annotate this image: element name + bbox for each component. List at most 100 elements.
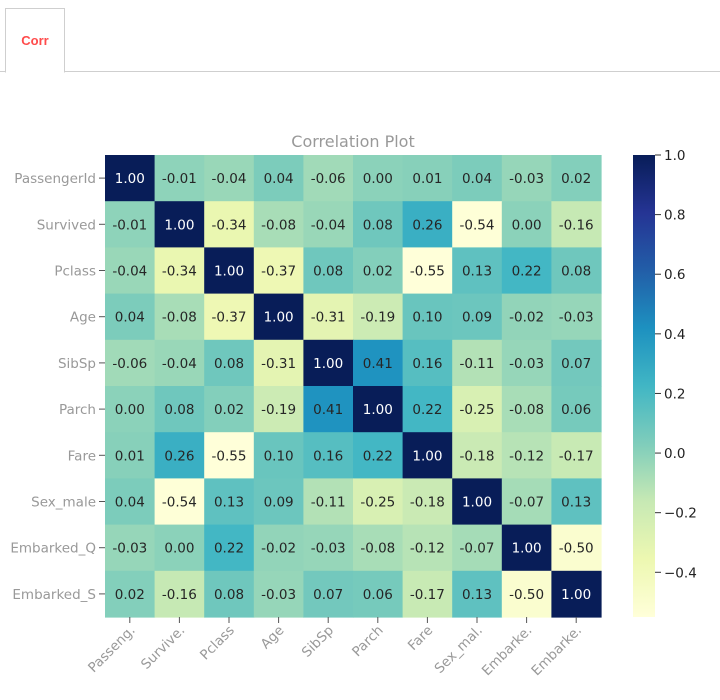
heatmap-cell — [353, 339, 404, 387]
heatmap-cell — [551, 524, 602, 572]
heatmap-cell — [253, 201, 304, 248]
cell-value-label: 0.08 — [164, 402, 194, 418]
heatmap-cell — [501, 339, 552, 387]
cell-value-label: -0.34 — [212, 217, 247, 233]
cell-value-label: -0.06 — [112, 356, 147, 372]
column-label: Passeng. — [85, 623, 138, 676]
cell-value-label: 0.04 — [115, 495, 145, 511]
heatmap-cell — [551, 201, 602, 248]
cell-value-label: -0.06 — [311, 171, 346, 187]
heatmap-cell — [452, 478, 503, 526]
heatmap-cell — [303, 524, 354, 572]
heatmap-cell — [154, 432, 205, 479]
heatmap-cell — [353, 293, 404, 341]
cell-value-label: 1.00 — [115, 171, 145, 187]
cell-value-label: -0.07 — [460, 541, 495, 557]
heatmap-cell — [253, 570, 304, 618]
heatmap-cell — [402, 432, 453, 479]
colorbar-tick-label: 0.6 — [664, 267, 685, 283]
cell-value-label: -0.08 — [162, 310, 197, 326]
heatmap-cell — [501, 247, 552, 295]
heatmap-cell — [402, 247, 453, 295]
heatmap-cell — [253, 339, 304, 387]
heatmap-cell — [452, 339, 503, 387]
colorbar-tick-label: −0.4 — [664, 565, 697, 581]
cell-value-label: -0.08 — [360, 541, 395, 557]
colorbar-tick-label: −0.2 — [664, 506, 697, 522]
cell-value-label: -0.02 — [261, 541, 296, 557]
cell-value-label: -0.03 — [112, 541, 147, 557]
heatmap-cell — [353, 570, 404, 618]
tab-corr[interactable]: Corr — [5, 8, 65, 73]
heatmap-cell — [154, 386, 205, 433]
chart-title: Correlation Plot — [291, 132, 414, 151]
heatmap-cell — [105, 432, 156, 479]
column-labels: Passeng. Survive. Pclass Age SibSp Parch FareS… — [85, 617, 585, 679]
cell-value-label: -0.03 — [311, 541, 346, 557]
cell-value-label: 0.01 — [115, 448, 145, 464]
cell-value-label: -0.31 — [311, 310, 346, 326]
cell-value-label: -0.02 — [509, 310, 544, 326]
heatmap-cell — [501, 293, 552, 341]
heatmap-cell — [204, 201, 255, 248]
cell-value-label: -0.55 — [410, 264, 445, 280]
cell-value-label: -0.01 — [162, 171, 197, 187]
cell-value-label: -0.17 — [559, 448, 594, 464]
cell-value-label: 1.00 — [264, 310, 294, 326]
cell-value-label: 0.41 — [363, 356, 393, 372]
cell-value-label: -0.18 — [410, 495, 445, 511]
cell-value-label: -0.17 — [410, 587, 445, 603]
colorbar — [633, 155, 655, 617]
cell-value-label: -0.03 — [509, 171, 544, 187]
heatmap-cell — [303, 155, 354, 202]
cell-value-label: 1.00 — [214, 264, 244, 280]
cell-value-label: -0.03 — [261, 587, 296, 603]
row-label: Sex_male — [31, 495, 96, 511]
cell-value-label: 1.00 — [363, 402, 393, 418]
heatmap-cell — [501, 478, 552, 526]
heatmap-cell — [303, 293, 354, 341]
heatmap-cell — [253, 293, 304, 341]
heatmap-cell — [303, 478, 354, 526]
heatmap-cell — [402, 293, 453, 341]
heatmap-cell — [105, 339, 156, 387]
row-label: SibSp — [58, 356, 96, 372]
heatmap-cell — [253, 432, 304, 479]
heatmap-cell — [501, 155, 552, 202]
row-label: Survived — [37, 217, 96, 233]
cell-value-label: -0.04 — [162, 356, 197, 372]
row-label: Embarked_Q — [10, 541, 96, 557]
cell-value-label: -0.25 — [360, 495, 395, 511]
heatmap-cell — [204, 524, 255, 572]
heatmap-cell — [105, 247, 156, 295]
cell-value-label: -0.03 — [509, 356, 544, 372]
heatmap-cell — [402, 201, 453, 248]
tab-bar: Corr — [0, 0, 720, 73]
cell-value-label: 0.01 — [412, 171, 442, 187]
cell-value-label: 0.07 — [313, 587, 343, 603]
cell-value-label: 0.08 — [214, 587, 244, 603]
row-label: Parch — [59, 402, 96, 418]
cell-value-label: 0.06 — [561, 402, 591, 418]
column-label: SibSp — [299, 623, 337, 661]
colorbar-tick-label: 1.0 — [664, 148, 685, 164]
column-label: Fare — [405, 623, 436, 654]
colorbar-tick-label: 0.0 — [664, 446, 685, 462]
heatmap-cell — [551, 155, 602, 202]
cell-value-label: 0.16 — [313, 448, 343, 464]
cell-value-label: 0.10 — [412, 310, 442, 326]
cell-value-label: 0.08 — [561, 264, 591, 280]
heatmap-cell — [452, 570, 503, 618]
heatmap-cell — [501, 524, 552, 572]
cell-value-label: -0.03 — [559, 310, 594, 326]
cell-value-label: 0.08 — [214, 356, 244, 372]
cell-value-label: -0.55 — [212, 448, 247, 464]
heatmap-cell — [353, 478, 404, 526]
heatmap-cell — [452, 293, 503, 341]
cell-value-label: -0.19 — [360, 310, 395, 326]
cell-value-label: 0.04 — [115, 310, 145, 326]
heatmap-cell — [204, 386, 255, 433]
heatmap-cell — [154, 201, 205, 248]
heatmap-cell — [204, 155, 255, 202]
cell-value-label: -0.37 — [261, 264, 296, 280]
